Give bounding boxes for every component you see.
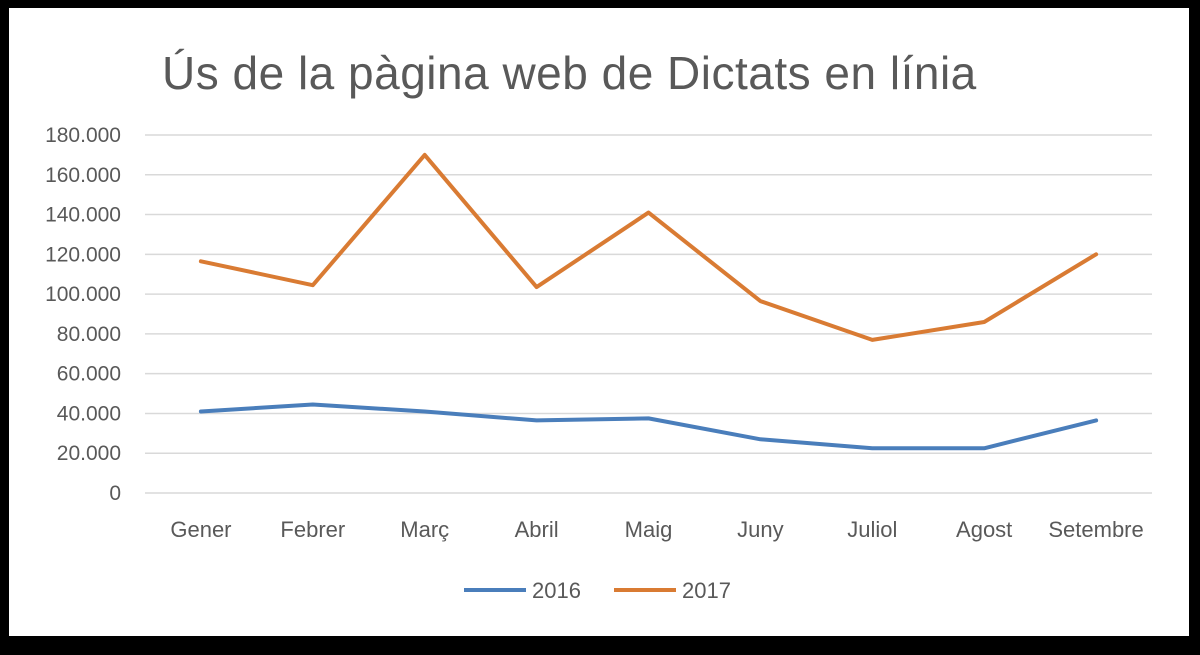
chart-frame: Ús de la pàgina web de Dictats en línia … xyxy=(9,8,1189,636)
x-tick-label: Agost xyxy=(956,517,1012,542)
chart-title: Ús de la pàgina web de Dictats en línia xyxy=(162,47,977,99)
series-line-2016 xyxy=(198,402,1099,451)
x-tick-label: Abril xyxy=(515,517,559,542)
x-tick-label: Setembre xyxy=(1048,517,1143,542)
x-tick-label: Juny xyxy=(737,517,783,542)
y-tick-label: 20.000 xyxy=(57,442,121,465)
x-tick-label: Gener xyxy=(170,517,231,542)
y-tick-label: 40.000 xyxy=(57,402,121,425)
y-tick-label: 100.000 xyxy=(45,283,121,306)
y-tick-label: 140.000 xyxy=(45,204,121,227)
y-tick-label: 60.000 xyxy=(57,363,121,386)
x-tick-label: Febrer xyxy=(280,517,345,542)
y-tick-label: 0 xyxy=(109,482,121,505)
line-chart: 0 20.000 40.000 60.000 80.000 100.000 120.000 1… xyxy=(45,124,1152,603)
legend-label-2016: 2016 xyxy=(532,578,581,603)
y-tick-label: 80.000 xyxy=(57,323,121,346)
x-tick-label: Maig xyxy=(625,517,673,542)
y-tick-label: 160.000 xyxy=(45,164,121,187)
x-tick-label: Juliol xyxy=(847,517,897,542)
legend-label-2017: 2017 xyxy=(682,578,731,603)
series-line-2017 xyxy=(198,152,1099,342)
y-tick-label: 180.000 xyxy=(45,124,121,147)
x-tick-label: Març xyxy=(400,517,449,542)
y-tick-label: 120.000 xyxy=(45,243,121,266)
